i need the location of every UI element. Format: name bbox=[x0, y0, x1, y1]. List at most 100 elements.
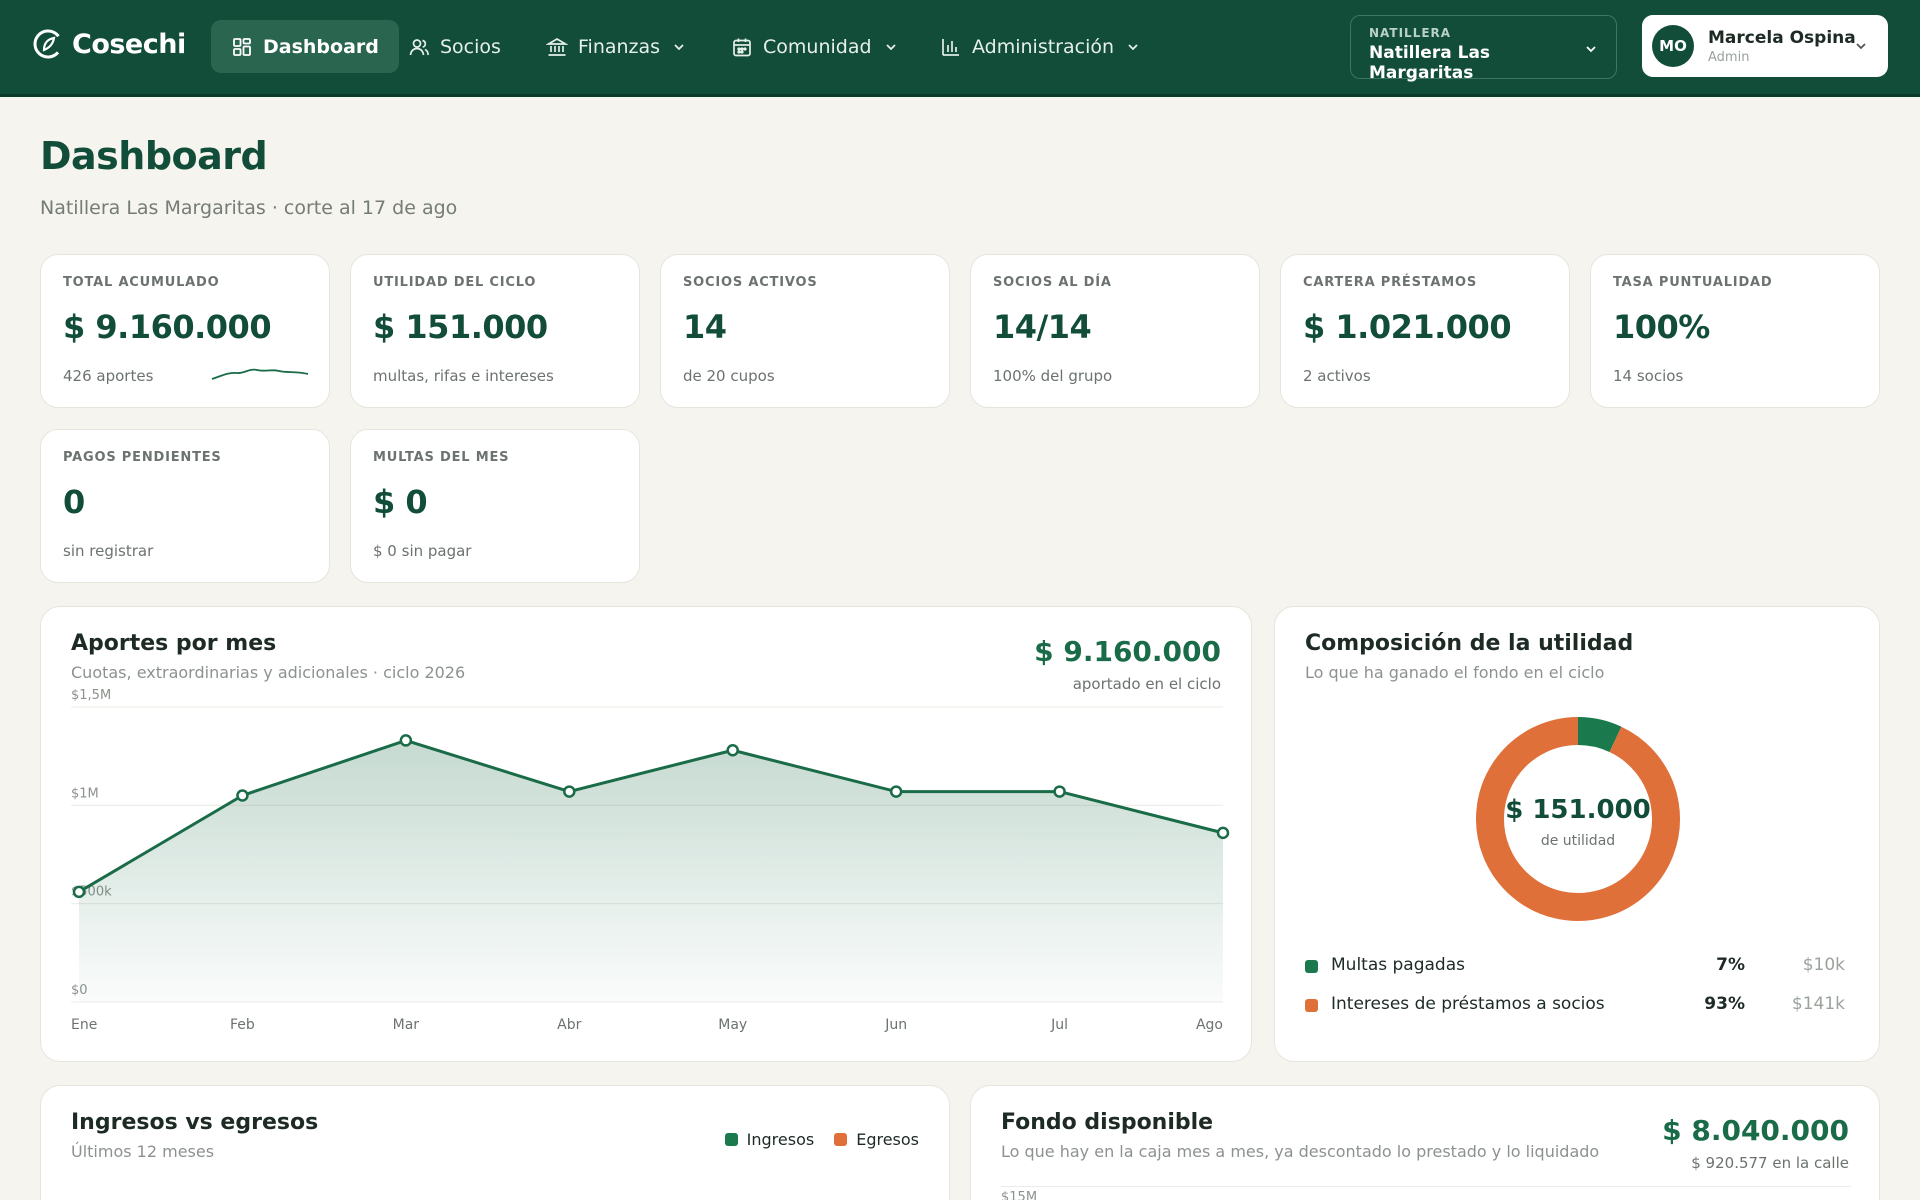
kpi-label: MULTAS DEL MES bbox=[373, 450, 510, 465]
x-tick-label: Jul bbox=[1050, 1017, 1068, 1033]
kpi-sub: sin registrar bbox=[63, 542, 154, 560]
grid-icon bbox=[233, 37, 251, 56]
utilidad-card: Composición de la utilidad Lo que ha gan… bbox=[1274, 606, 1880, 1062]
card-subtitle: Últimos 12 meses bbox=[71, 1142, 215, 1161]
kpi-sub: 2 activos bbox=[1303, 367, 1371, 385]
kpi-sub: $ 0 sin pagar bbox=[373, 542, 472, 560]
donut-center-value: $ 151.000 bbox=[1505, 795, 1651, 825]
card-title: Aportes por mes bbox=[71, 631, 277, 656]
gridline bbox=[1001, 1186, 1851, 1187]
users-icon bbox=[409, 38, 430, 55]
chevron-down-icon bbox=[674, 43, 684, 50]
kpi-pagos-pendientes: PAGOS PENDIENTES 0 sin registrar bbox=[40, 429, 330, 583]
user-menu[interactable]: MO Marcela Ospina Admin bbox=[1642, 15, 1888, 77]
kpi-cartera-prestamos: CARTERA PRÉSTAMOS $ 1.021.000 2 activos bbox=[1280, 254, 1570, 408]
avatar: MO bbox=[1652, 25, 1694, 67]
card-subtitle: Cuotas, extraordinarias y adicionales · … bbox=[71, 663, 466, 682]
group-selector-value: Natillera Las Margaritas bbox=[1369, 43, 1491, 83]
legend-item-egresos: Egresos bbox=[834, 1130, 919, 1149]
app-logo[interactable]: Cosechi bbox=[32, 28, 186, 60]
kpi-multas-mes: MULTAS DEL MES $ 0 $ 0 sin pagar bbox=[350, 429, 640, 583]
nav-dashboard-label: Dashboard bbox=[263, 35, 379, 58]
group-selector[interactable]: NATILLERA Natillera Las Margaritas bbox=[1350, 15, 1617, 83]
legend-row-multas: Multas pagadas 7% $10k bbox=[1305, 955, 1845, 979]
kpi-total-acumulado: TOTAL ACUMULADO $ 9.160.000 426 aportes bbox=[40, 254, 330, 408]
user-name: Marcela Ospina bbox=[1708, 27, 1856, 48]
y-tick-label: $1M bbox=[71, 786, 99, 801]
x-tick-label: Feb bbox=[230, 1017, 255, 1033]
user-role: Admin bbox=[1708, 49, 1750, 65]
nav-socios-label: Socios bbox=[440, 35, 501, 58]
data-point bbox=[72, 885, 86, 899]
chevron-down-icon bbox=[1856, 43, 1866, 50]
aportes-total: $ 9.160.000 bbox=[1034, 635, 1221, 668]
kpi-label: UTILIDAD DEL CICLO bbox=[373, 275, 537, 290]
legend-name: Multas pagadas bbox=[1331, 955, 1465, 975]
kpi-socios-activos: SOCIOS ACTIVOS 14 de 20 cupos bbox=[660, 254, 950, 408]
series-line bbox=[78, 738, 1224, 894]
data-point bbox=[236, 789, 249, 802]
app-name: Cosechi bbox=[72, 28, 186, 60]
kpi-tasa-puntualidad: TASA PUNTUALIDAD 100% 14 socios bbox=[1590, 254, 1880, 408]
y-tick-label: $1,5M bbox=[71, 688, 111, 703]
data-point bbox=[399, 734, 413, 747]
legend-amount: $141k bbox=[1791, 994, 1845, 1014]
nav-administracion-label: Administración bbox=[972, 35, 1115, 58]
aportes-total-sub: aportado en el ciclo bbox=[1072, 675, 1221, 693]
chevron-down-icon bbox=[1128, 43, 1138, 50]
area-fill bbox=[79, 740, 1223, 1002]
page-title: Dashboard bbox=[40, 134, 268, 178]
utilidad-donut-chart bbox=[1476, 717, 1680, 921]
kpi-value: $ 151.000 bbox=[373, 308, 548, 346]
card-title: Fondo disponible bbox=[1001, 1110, 1214, 1135]
card-subtitle: Lo que hay en la caja mes a mes, ya desc… bbox=[1001, 1142, 1600, 1161]
legend-name: Egresos bbox=[856, 1130, 919, 1149]
top-navbar: Cosechi Dashboard Socios Finanzas Comuni… bbox=[0, 0, 1920, 97]
kpi-label: CARTERA PRÉSTAMOS bbox=[1303, 275, 1478, 290]
nav-comunidad[interactable]: Comunidad bbox=[711, 20, 918, 73]
chevron-down-icon bbox=[1586, 46, 1596, 53]
ingresos-card: Ingresos vs egresos Últimos 12 meses Ing… bbox=[40, 1085, 950, 1200]
data-point bbox=[889, 785, 903, 798]
legend-pct: 7% bbox=[1716, 955, 1745, 975]
nav-finanzas[interactable]: Finanzas bbox=[526, 20, 706, 73]
kpi-label: TASA PUNTUALIDAD bbox=[1613, 275, 1773, 290]
pie-slice bbox=[1577, 717, 1622, 753]
nav-comunidad-label: Comunidad bbox=[763, 35, 872, 58]
x-tick-label: Abr bbox=[557, 1017, 581, 1033]
kpi-value: 0 bbox=[63, 483, 85, 521]
kpi-utilidad-ciclo: UTILIDAD DEL CICLO $ 151.000 multas, rif… bbox=[350, 254, 640, 408]
legend-swatch bbox=[834, 1133, 848, 1146]
chevron-down-icon bbox=[885, 43, 896, 50]
kpi-label: TOTAL ACUMULADO bbox=[63, 275, 220, 290]
kpi-value: 14/14 bbox=[993, 308, 1092, 346]
kpi-label: PAGOS PENDIENTES bbox=[63, 450, 222, 465]
bank-icon bbox=[546, 37, 568, 56]
kpi-sub: de 20 cupos bbox=[683, 367, 775, 385]
legend-amount: $10k bbox=[1802, 955, 1845, 975]
data-point bbox=[1216, 826, 1230, 840]
legend-swatch bbox=[724, 1133, 738, 1146]
x-tick-label: May bbox=[718, 1017, 747, 1033]
kpi-sub: multas, rifas e intereses bbox=[373, 367, 554, 385]
legend-name: Intereses de préstamos a socios bbox=[1331, 994, 1605, 1014]
legend-item-ingresos: Ingresos bbox=[724, 1130, 814, 1149]
nav-dashboard[interactable]: Dashboard bbox=[211, 20, 399, 73]
card-title: Ingresos vs egresos bbox=[71, 1110, 319, 1135]
fondo-card: Fondo disponible Lo que hay en la caja m… bbox=[970, 1085, 1880, 1200]
legend-row-intereses: Intereses de préstamos a socios 93% $141… bbox=[1305, 994, 1845, 1018]
kpi-value: 100% bbox=[1613, 308, 1710, 346]
x-tick-label: Mar bbox=[393, 1017, 420, 1033]
kpi-value: $ 1.021.000 bbox=[1303, 308, 1512, 346]
data-point bbox=[1053, 785, 1066, 798]
kpi-sub: 100% del grupo bbox=[993, 367, 1113, 385]
nav-socios[interactable]: Socios bbox=[388, 20, 521, 73]
pie-slice bbox=[1476, 717, 1680, 921]
page-subtitle: Natillera Las Margaritas · corte al 17 d… bbox=[40, 197, 458, 219]
kpi-label: SOCIOS AL DÍA bbox=[993, 275, 1112, 290]
nav-finanzas-label: Finanzas bbox=[578, 35, 661, 58]
nav-administracion[interactable]: Administración bbox=[920, 20, 1160, 73]
x-tick-label: Ene bbox=[71, 1017, 97, 1033]
kpi-socios-al-dia: SOCIOS AL DÍA 14/14 100% del grupo bbox=[970, 254, 1260, 408]
